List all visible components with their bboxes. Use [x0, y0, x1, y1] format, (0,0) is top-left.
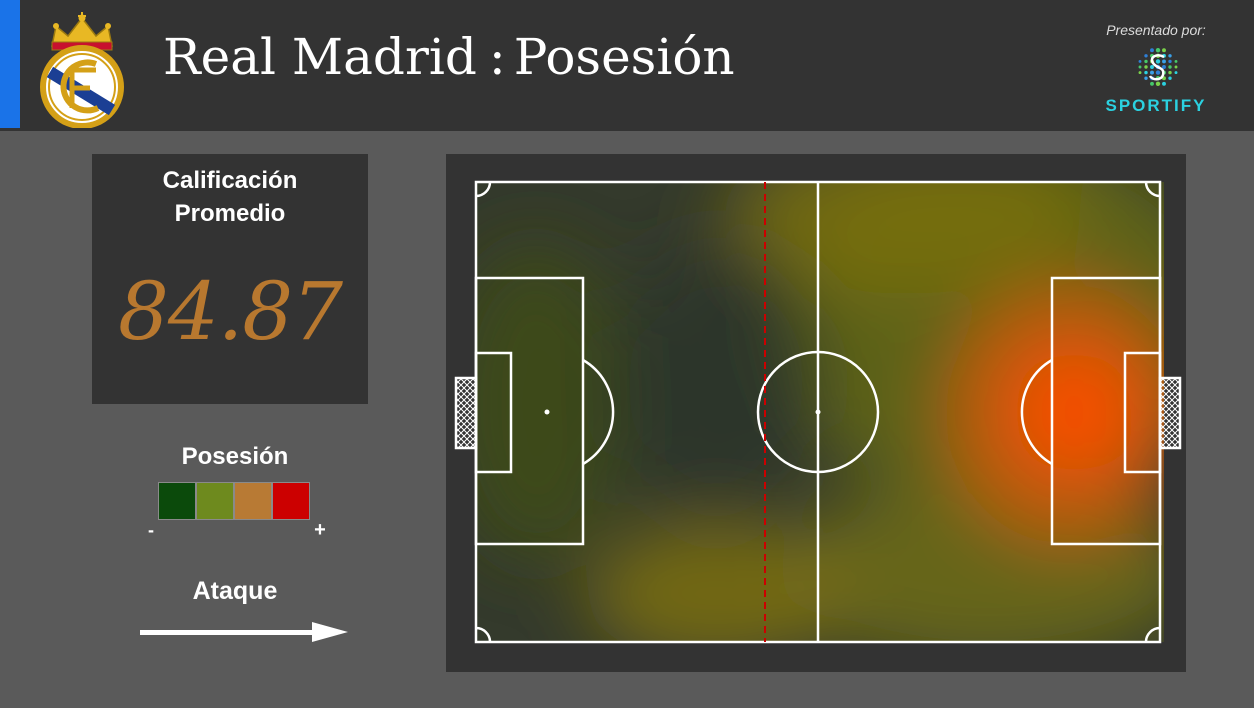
rating-card: Calificación Promedio 84.87: [92, 154, 368, 404]
left-penalty-arc: [582, 358, 615, 466]
sponsor-label: Presentado por:: [1106, 22, 1206, 38]
rating-title-line2: Promedio: [174, 200, 286, 227]
attack-label: Ataque: [192, 577, 278, 605]
legend-swatch-2: [196, 482, 234, 520]
real-madrid-crest-icon: [40, 12, 124, 128]
accent-bar: [0, 0, 20, 128]
left-goal: [454, 376, 478, 450]
header-bar: Real Madrid: Posesión Presentado por: SPO…: [0, 0, 1254, 131]
title-separator: :: [488, 28, 506, 86]
right-goal: [1158, 376, 1182, 450]
sponsor-name: SPORTIFY: [1105, 96, 1207, 115]
left-penalty-spot: [544, 409, 550, 415]
possession-heatmap-pitch: [454, 180, 1182, 644]
sportify-logo-icon: [1138, 48, 1178, 86]
legend-swatch-3: [234, 482, 272, 520]
right-penalty-arc: [1020, 358, 1053, 466]
center-circle: [756, 350, 880, 474]
arrow-right-icon: [140, 622, 348, 642]
center-spot: [815, 409, 821, 415]
rating-title: Calificación Promedio: [92, 164, 368, 230]
pitch-panel: [446, 154, 1186, 672]
rating-value: 84.87: [117, 265, 343, 358]
heatmap-layer: [476, 182, 1164, 642]
legend-swatch-4: [272, 482, 310, 520]
legend-min-label: -: [148, 520, 154, 540]
legend-max-label: +: [314, 519, 326, 541]
rating-title-line1: Calificación: [162, 167, 298, 194]
team-name: Real Madrid: [163, 28, 477, 86]
legend-title: Posesión: [181, 443, 289, 470]
metric-name: Posesión: [513, 28, 735, 86]
page-title: Real Madrid: Posesión: [163, 26, 735, 88]
legend-swatch-1: [158, 482, 196, 520]
legend-swatches: [158, 482, 310, 520]
